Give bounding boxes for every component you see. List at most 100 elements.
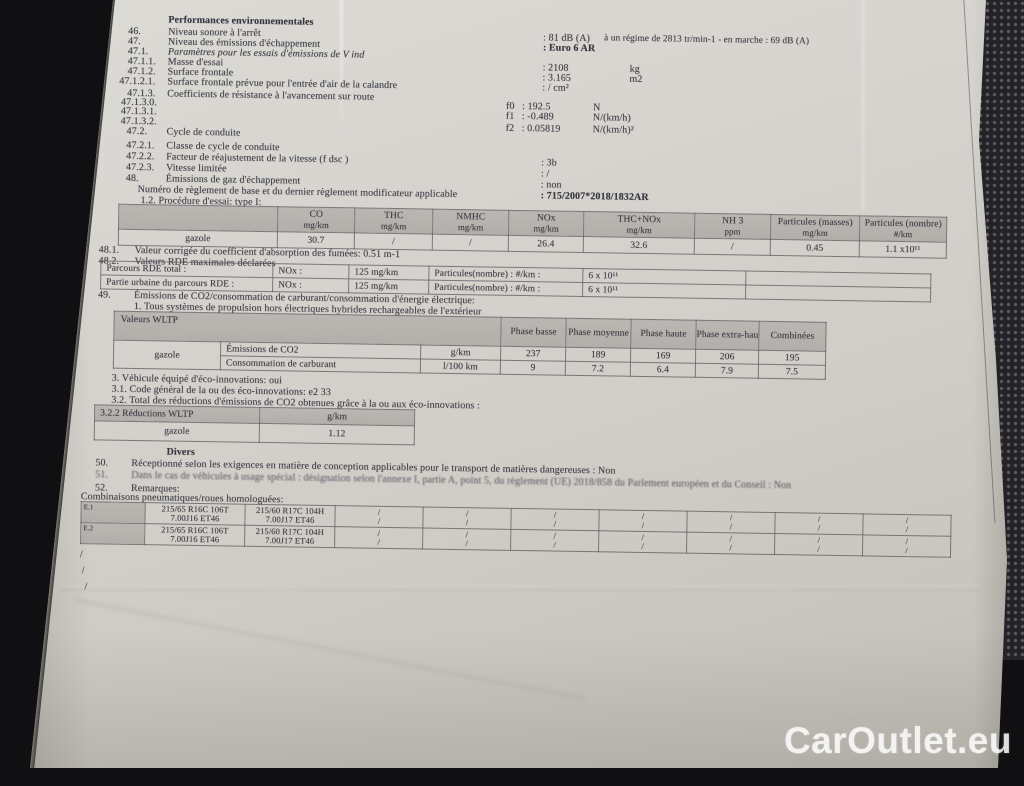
cell: / / <box>422 528 511 551</box>
cell: NOx : <box>272 263 349 279</box>
item-value: : / <box>540 168 550 180</box>
phase-header: Phase basse <box>500 317 567 348</box>
slash: / <box>817 543 820 554</box>
cell: / / <box>510 529 599 552</box>
cell: / / <box>334 526 423 550</box>
col-unit: mg/km <box>303 219 329 230</box>
rim-size: 7.00J17 ET46 <box>265 514 315 525</box>
item-value: : / cm² <box>542 82 569 94</box>
cell: NMHC mg/km <box>432 209 509 236</box>
col-unit: mg/km <box>533 223 559 234</box>
cell: NH 3 ppm <box>694 213 771 240</box>
cell: 189 <box>565 347 631 363</box>
reductions-value-row: gazole 1.12 <box>94 420 415 445</box>
cell: 125 mg/km <box>348 278 429 295</box>
slash: / <box>729 542 732 553</box>
cell: 169 <box>630 348 696 364</box>
cell: 9 <box>500 360 566 376</box>
col-unit: #/km <box>893 228 913 240</box>
metric-unit: l/100 km <box>420 358 501 375</box>
item-number: 49. <box>97 289 111 301</box>
col-unit: mg/km <box>457 222 484 233</box>
slash: / <box>817 522 821 533</box>
coef-value: : -0.489 <box>521 111 554 123</box>
axle-label-cell: E.1 <box>80 501 146 524</box>
cell: / <box>354 232 433 251</box>
reductions-table: 3.2.2 Réductions WLTP g/km gazole 1.12 <box>94 404 416 445</box>
col-unit: ppm <box>724 226 741 237</box>
slash: / <box>465 538 468 549</box>
phase-header: Phase haute <box>630 319 697 350</box>
cell: / / <box>334 505 424 529</box>
cell: / / <box>686 511 776 534</box>
slash: / <box>905 524 909 535</box>
slash: / <box>79 549 83 561</box>
item-value: : 3b <box>541 157 557 169</box>
coef-unit: N/(km/h) <box>592 112 631 124</box>
cell: 195 <box>758 350 826 366</box>
slash: / <box>84 581 88 593</box>
wltp-table: Valeurs WLTP Phase basse Phase moyenne P… <box>113 311 827 380</box>
slash: / <box>377 536 380 547</box>
cell: NOx mg/km <box>508 210 584 237</box>
cell: / <box>432 234 509 252</box>
rim-size: 7.00J16 ET46 <box>170 512 220 524</box>
cell: CO mg/km <box>277 206 355 233</box>
slash: / <box>905 545 908 556</box>
tyre-spec-cell: 215/65 R16C 106T 7.00J16 ET46 <box>144 502 246 526</box>
cell: / / <box>862 534 951 558</box>
cell: 7.5 <box>758 364 826 380</box>
cell: 6.4 <box>630 362 696 378</box>
cell: 30.7 <box>277 231 355 249</box>
metric-unit: g/km <box>420 344 501 361</box>
slash: / <box>553 518 557 529</box>
slash: / <box>641 519 645 530</box>
item-number: 47.1.2.1. <box>119 75 156 88</box>
slash: / <box>465 517 469 528</box>
cell: / / <box>774 512 864 535</box>
cell: / / <box>510 508 600 531</box>
slash: / <box>377 515 381 526</box>
cell: / / <box>686 532 775 555</box>
axle-label-cell: E.2 <box>80 522 145 545</box>
cell: 125 mg/km <box>348 264 429 281</box>
section-title: Performances environnementales <box>168 14 314 28</box>
cell: / / <box>774 533 863 556</box>
cell: NOx : <box>272 277 349 293</box>
axle-label: E.1 <box>83 503 94 512</box>
cell: / / <box>862 513 952 537</box>
item-number: 50. <box>95 457 109 469</box>
rim-size: 7.00J17 ET46 <box>265 535 315 546</box>
tyre-spec-cell: 215/65 R16C 106T 7.00J16 ET46 <box>144 523 245 547</box>
cell: 206 <box>695 349 759 365</box>
axle-label: E.2 <box>83 524 94 533</box>
slash: / <box>641 540 644 551</box>
document-page: Performances environnementales 46. Nivea… <box>30 0 1007 768</box>
cell: / / <box>598 509 688 533</box>
fuel-label: gazole <box>113 340 221 370</box>
col-name: Particules (masses) <box>777 217 853 229</box>
phase-header: Phase extra-haute <box>695 320 760 351</box>
item-number: 47.2.2. <box>126 150 155 163</box>
metric-label: Consommation de carburant <box>220 355 421 373</box>
item-label: Cycle de conduite <box>166 126 241 139</box>
item-value: : non <box>540 179 562 191</box>
cell: THC mg/km <box>354 207 433 235</box>
cell <box>118 204 278 232</box>
tyre-spec-cell: 215/60 R17C 104H 7.00J17 ET46 <box>244 504 336 527</box>
slash: / <box>553 539 556 550</box>
cell: 26.4 <box>508 235 584 253</box>
slash: / <box>729 521 733 532</box>
item-number: 51. <box>95 469 109 481</box>
tyre-spec-cell: 215/60 R17C 104H 7.00J17 ET46 <box>244 525 335 548</box>
cell: Particules (nombre) #/km <box>859 215 947 243</box>
cell: Particules (masses) mg/km <box>770 214 860 241</box>
cell: 7.2 <box>565 361 631 377</box>
col-unit: mg/km <box>626 224 652 236</box>
phase-header: Combinées <box>758 321 827 352</box>
item-number: 47.2.1. <box>126 139 155 152</box>
cell: / <box>694 238 771 256</box>
cell: / / <box>598 530 687 554</box>
col-unit: mg/km <box>380 220 407 232</box>
